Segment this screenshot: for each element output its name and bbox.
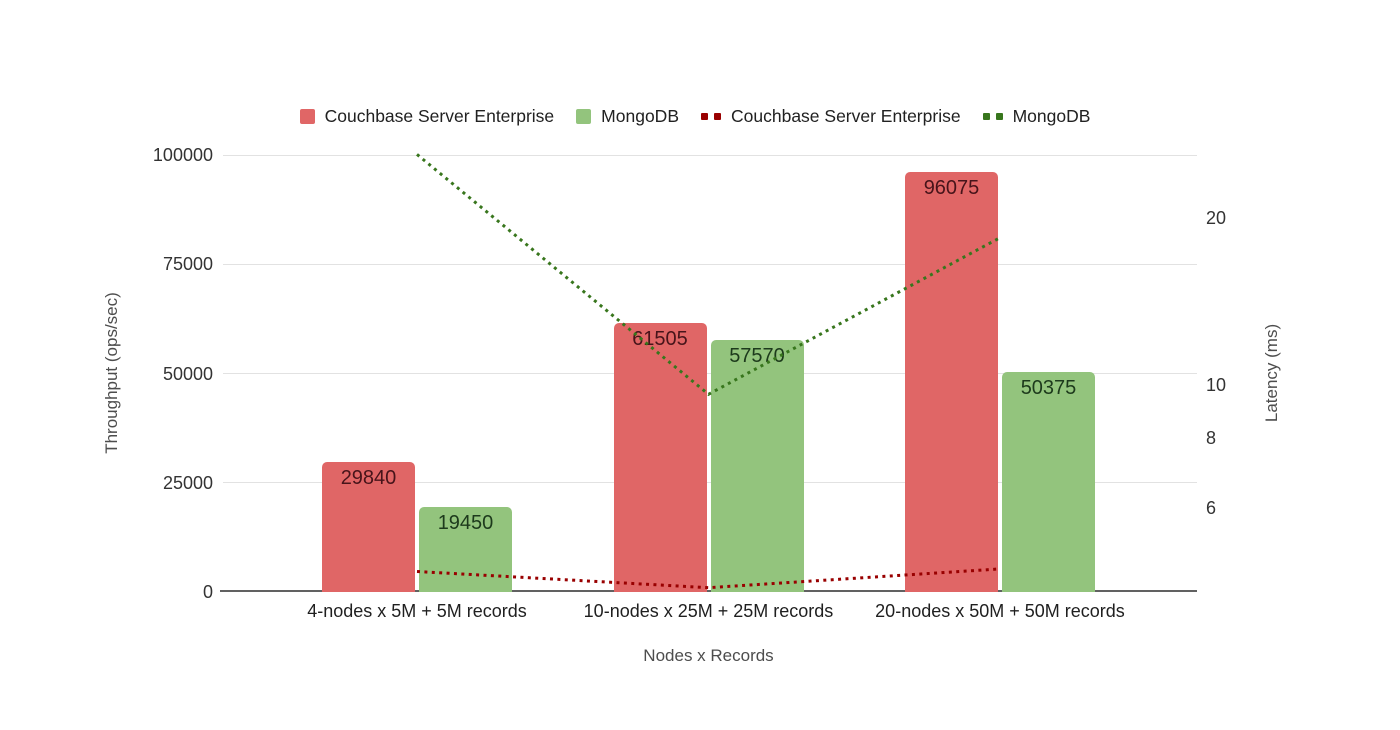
mongodb-line-legend-marker [982, 112, 1003, 120]
y-right-tick-label: 20 [1206, 207, 1227, 228]
bar-value-label: 29840 [340, 466, 397, 489]
right-axis-title: Latency (ms) [1262, 323, 1281, 423]
x-category-label: 10-nodes x 25M + 25M records [583, 601, 834, 621]
bar-value-label: 96075 [923, 177, 980, 200]
legend-dot [982, 112, 990, 120]
gridline [223, 482, 1197, 484]
couchbase-throughput-bar [322, 461, 415, 592]
legend-item: MongoDB [576, 106, 679, 127]
y-left-tick-label: 25000 [162, 472, 213, 493]
legend-item: MongoDB [982, 105, 1091, 127]
gridline [223, 263, 1197, 265]
y-right-tick-label: 6 [1206, 497, 1217, 518]
legend-dot [714, 112, 721, 120]
legend-dot [995, 112, 1003, 120]
couchbase-throughput-bar [613, 323, 707, 592]
couchbase-throughput-bar [905, 172, 998, 592]
y-left-tick-label: 0 [202, 582, 213, 602]
gridline [223, 154, 1197, 156]
bar-value-label: 50375 [1020, 376, 1077, 399]
y-right-tick-label: 8 [1206, 428, 1217, 449]
x-axis-line [220, 590, 1197, 592]
mongodb-throughput-bar [710, 340, 804, 592]
mongodb-throughput-bar [1002, 371, 1095, 592]
x-category-label: 20-nodes x 50M + 50M records [875, 601, 1125, 621]
legend-item: Couchbase Server Enterprise [299, 105, 555, 127]
legend-label: MongoDB [1012, 105, 1091, 126]
bar-value-label: 19450 [437, 512, 494, 534]
x-axis-title: Nodes x Records [643, 646, 774, 665]
left-axis-title: Throughput (ops/sec) [102, 292, 121, 454]
legend-dot [701, 112, 708, 120]
couchbase-line-legend-marker [701, 112, 721, 120]
bar-value-label: 61505 [632, 328, 688, 351]
legend-label: MongoDB [601, 105, 679, 126]
legend-label: Couchbase Server Enterprise [324, 105, 555, 126]
legend-item: Couchbase Server Enterprise [701, 106, 961, 127]
y-left-tick-label: 75000 [162, 254, 213, 275]
couchbase-bar-legend-swatch [299, 108, 315, 124]
bar-value-label: 57570 [729, 345, 785, 368]
legend-label: Couchbase Server Enterprise [731, 105, 961, 126]
x-category-label: 4-nodes x 5M + 5M records [307, 601, 527, 621]
y-right-tick-label: 10 [1206, 374, 1227, 395]
mongodb-bar-legend-swatch [576, 108, 592, 124]
y-left-tick-label: 50000 [162, 363, 213, 384]
legend: Couchbase Server Enterprise MongoDB Couchb… [0, 103, 1390, 129]
y-left-tick-label: 100000 [152, 145, 213, 165]
